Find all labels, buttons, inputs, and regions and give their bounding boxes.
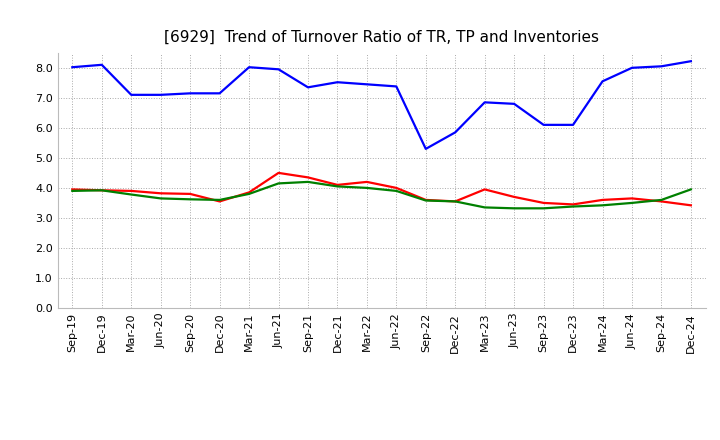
Trade Receivables — [451, 199, 459, 204]
Inventories — [539, 205, 548, 211]
Trade Payables — [245, 65, 253, 70]
Trade Payables — [451, 130, 459, 135]
Trade Payables — [186, 91, 194, 96]
Title: [6929]  Trend of Turnover Ratio of TR, TP and Inventories: [6929] Trend of Turnover Ratio of TR, TP… — [164, 29, 599, 45]
Trade Receivables — [333, 182, 342, 187]
Inventories — [97, 188, 106, 193]
Trade Receivables — [274, 170, 283, 176]
Inventories — [363, 185, 372, 191]
Trade Payables — [392, 84, 400, 89]
Trade Payables — [510, 101, 518, 106]
Trade Receivables — [186, 191, 194, 197]
Trade Receivables — [68, 187, 76, 192]
Inventories — [127, 192, 135, 197]
Trade Receivables — [304, 175, 312, 180]
Line: Trade Receivables: Trade Receivables — [72, 173, 691, 205]
Trade Payables — [480, 100, 489, 105]
Inventories — [186, 197, 194, 202]
Inventories — [68, 188, 76, 194]
Trade Payables — [127, 92, 135, 98]
Inventories — [451, 199, 459, 204]
Trade Receivables — [687, 203, 696, 208]
Inventories — [480, 205, 489, 210]
Trade Receivables — [97, 188, 106, 193]
Inventories — [510, 205, 518, 211]
Trade Payables — [156, 92, 165, 98]
Trade Receivables — [156, 191, 165, 196]
Trade Payables — [539, 122, 548, 128]
Inventories — [628, 200, 636, 205]
Trade Payables — [628, 65, 636, 70]
Trade Payables — [687, 59, 696, 64]
Trade Payables — [333, 80, 342, 85]
Trade Receivables — [392, 185, 400, 191]
Inventories — [392, 188, 400, 194]
Trade Receivables — [598, 197, 607, 202]
Trade Payables — [569, 122, 577, 128]
Inventories — [421, 198, 430, 203]
Inventories — [687, 187, 696, 192]
Trade Receivables — [569, 202, 577, 207]
Inventories — [245, 191, 253, 197]
Trade Payables — [274, 67, 283, 72]
Trade Receivables — [657, 199, 666, 204]
Trade Payables — [304, 84, 312, 90]
Trade Receivables — [539, 200, 548, 205]
Inventories — [657, 197, 666, 202]
Trade Payables — [97, 62, 106, 67]
Inventories — [304, 179, 312, 184]
Inventories — [598, 203, 607, 208]
Trade Receivables — [421, 197, 430, 202]
Trade Receivables — [127, 188, 135, 194]
Trade Payables — [421, 146, 430, 151]
Trade Receivables — [480, 187, 489, 192]
Trade Payables — [363, 82, 372, 87]
Trade Payables — [215, 91, 224, 96]
Line: Trade Payables: Trade Payables — [72, 61, 691, 149]
Trade Receivables — [245, 190, 253, 195]
Line: Inventories: Inventories — [72, 182, 691, 208]
Inventories — [333, 184, 342, 189]
Inventories — [274, 181, 283, 186]
Inventories — [156, 196, 165, 201]
Trade Receivables — [510, 194, 518, 200]
Trade Payables — [598, 79, 607, 84]
Trade Payables — [68, 65, 76, 70]
Inventories — [569, 204, 577, 209]
Trade Receivables — [628, 196, 636, 201]
Trade Payables — [657, 64, 666, 69]
Inventories — [215, 197, 224, 202]
Trade Receivables — [215, 199, 224, 204]
Trade Receivables — [363, 179, 372, 184]
